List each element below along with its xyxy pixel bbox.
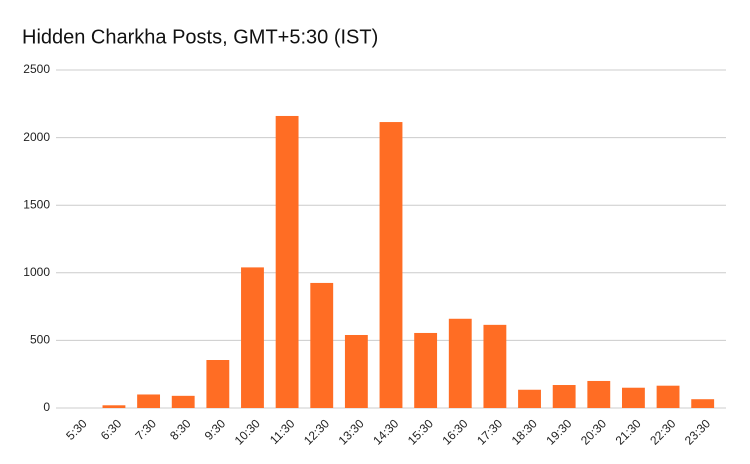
bar <box>275 115 299 408</box>
y-tick-label: 0 <box>43 400 50 414</box>
bar <box>102 405 126 408</box>
chart-title: Hidden Charkha Posts, GMT+5:30 (IST) <box>22 26 378 48</box>
bar <box>414 332 438 408</box>
bar <box>587 380 611 408</box>
y-tick-label: 1500 <box>23 197 50 211</box>
y-tick-label: 2000 <box>23 130 50 144</box>
y-tick-label: 1000 <box>23 265 50 279</box>
bar <box>137 394 161 408</box>
bar <box>518 389 541 408</box>
bar <box>310 282 334 408</box>
bar <box>379 122 403 408</box>
bar <box>483 324 507 408</box>
y-tick-label: 500 <box>30 333 50 347</box>
bar <box>656 385 680 408</box>
y-tick-label: 2500 <box>23 62 50 76</box>
bar <box>344 334 368 408</box>
bar <box>241 267 264 408</box>
bar <box>171 395 195 408</box>
bar <box>691 399 715 408</box>
bar <box>206 360 230 408</box>
bar <box>621 387 645 408</box>
bar <box>552 385 576 408</box>
bar <box>448 318 472 408</box>
